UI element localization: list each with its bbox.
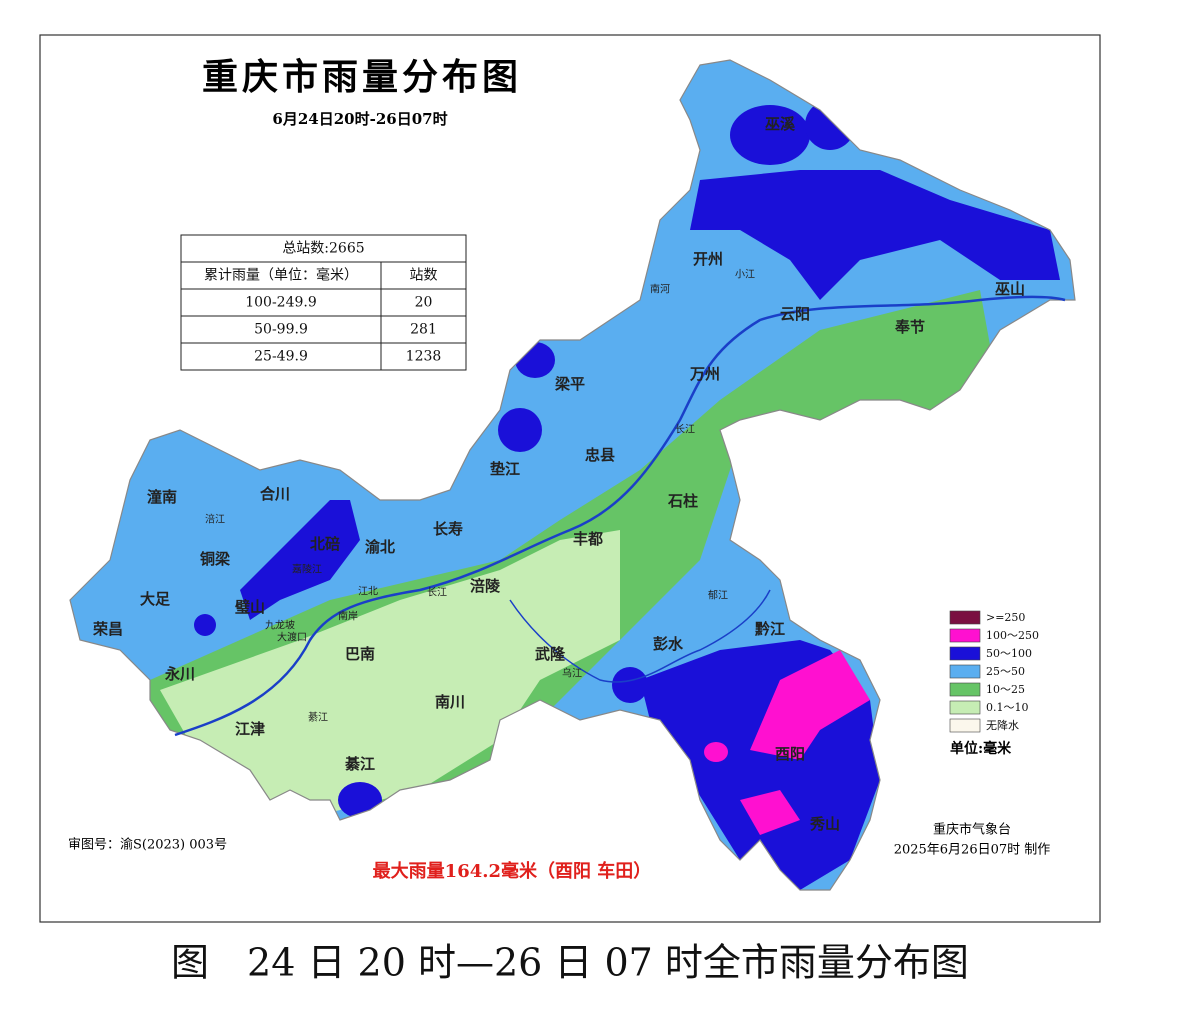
place-label: 涪陵 xyxy=(470,577,501,595)
river-label: 郁江 xyxy=(708,589,728,602)
place-label: 大足 xyxy=(140,590,171,608)
legend-label: >=250 xyxy=(986,611,1025,624)
place-label: 璧山 xyxy=(235,598,265,616)
place-label: 忠县 xyxy=(585,446,615,464)
river-label: 綦江 xyxy=(308,711,328,724)
place-label: 江津 xyxy=(235,720,265,738)
place-label: 石柱 xyxy=(667,492,698,510)
producer: 2025年6月26日07时 制作 xyxy=(894,843,1051,858)
place-label: 合川 xyxy=(259,485,290,503)
river-label: 南河 xyxy=(650,283,670,296)
approval-number: 审图号：渝S(2023) 003号 xyxy=(68,837,227,853)
place-label: 铜梁 xyxy=(200,550,231,568)
river-label: 长江 xyxy=(427,587,447,599)
legend-swatch xyxy=(949,700,981,715)
legend-swatch xyxy=(949,718,981,733)
table-title: 总站数:2665 xyxy=(282,241,364,257)
max-rainfall: 最大雨量164.2毫米（酉阳 车田） xyxy=(373,860,652,882)
place-label: 丰都 xyxy=(573,530,603,548)
map-title: 重庆市雨量分布图 xyxy=(202,56,522,98)
place-label: 北碚 xyxy=(310,535,340,553)
place-label: 云阳 xyxy=(780,305,810,323)
place-label: 潼南 xyxy=(147,488,177,506)
legend-label: 25～50 xyxy=(986,665,1025,678)
figure-caption: 图 24 日 20 时—26 日 07 时全市雨量分布图 xyxy=(171,941,969,985)
place-label: 巫山 xyxy=(995,280,1025,298)
legend-swatch xyxy=(949,646,981,661)
wu-river xyxy=(509,589,771,683)
place-label: 武隆 xyxy=(535,645,566,663)
river-label: 涪江 xyxy=(205,513,225,526)
place-label: 南川 xyxy=(435,693,465,711)
place-label: 梁平 xyxy=(554,375,585,393)
yangtze-river xyxy=(174,295,1066,737)
place-label: 长寿 xyxy=(433,520,463,538)
legend-unit: 单位:毫米 xyxy=(950,740,1012,757)
table-border xyxy=(180,234,467,371)
table-cell: 1238 xyxy=(406,349,442,365)
place-label: 巴南 xyxy=(345,645,375,663)
legend-label: 0.1～10 xyxy=(986,701,1029,714)
place-label: 黔江 xyxy=(755,620,785,638)
legend-swatch xyxy=(949,628,981,643)
producer: 重庆市气象台 xyxy=(933,822,1011,838)
table-header: 站数 xyxy=(410,268,438,284)
place-label: 永川 xyxy=(164,665,195,683)
place-label: 彭水 xyxy=(653,635,684,653)
map-subtitle: 6月24日20时-26日07时 xyxy=(272,110,447,128)
table-cell: 50-99.9 xyxy=(254,322,308,338)
place-label: 奉节 xyxy=(894,318,925,336)
legend-label: 无降水 xyxy=(986,718,1019,732)
place-label: 酉阳 xyxy=(775,745,805,763)
legend-swatch xyxy=(949,682,981,697)
place-label: 万州 xyxy=(689,365,720,383)
river-label: 长江 xyxy=(675,424,695,436)
legend-label: 100～250 xyxy=(986,629,1039,642)
place-label: 渝北 xyxy=(365,538,395,556)
legend-swatch xyxy=(949,610,981,625)
river-label: 小江 xyxy=(735,269,755,281)
place-label: 荣昌 xyxy=(92,620,123,638)
river-label: 江北 xyxy=(358,586,378,598)
place-label: 秀山 xyxy=(809,815,840,833)
river-label: 大渡口 xyxy=(277,631,307,644)
river-label: 乌江 xyxy=(562,667,582,680)
river-label: 嘉陵江 xyxy=(292,563,322,576)
legend-swatch xyxy=(949,664,981,679)
table-cell: 100-249.9 xyxy=(245,295,317,311)
legend-label: 10～25 xyxy=(986,683,1025,696)
place-label: 开州 xyxy=(693,250,723,268)
river-label: 南岸 xyxy=(338,610,358,623)
river-label: 九龙坡 xyxy=(265,619,295,632)
table-header: 累计雨量（单位：毫米） xyxy=(204,267,358,284)
table-cell: 20 xyxy=(415,295,433,311)
place-label: 巫溪 xyxy=(765,115,796,133)
legend-label: 50～100 xyxy=(986,647,1032,660)
place-label: 垫江 xyxy=(490,460,520,478)
table-cell: 281 xyxy=(410,322,437,338)
place-label: 綦江 xyxy=(344,755,375,773)
table-cell: 25-49.9 xyxy=(254,349,308,365)
